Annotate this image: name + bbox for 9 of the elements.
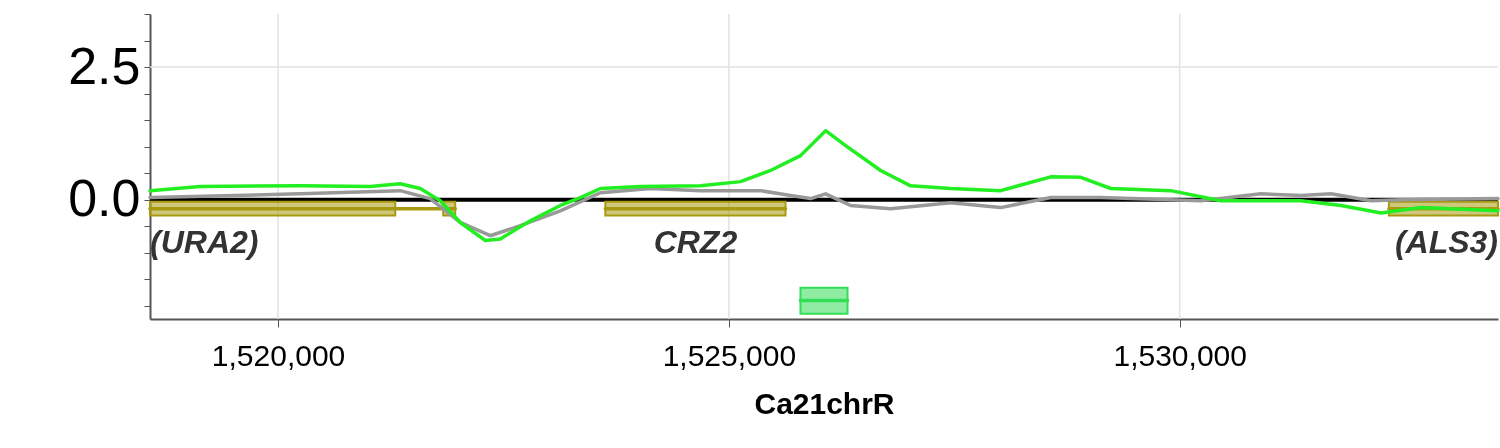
x-axis-title: Ca21chrR [754, 386, 895, 420]
y-tick-label: 2.5 [68, 36, 141, 95]
x-tick-label: 1,520,000 [211, 338, 346, 372]
series-label: (ALS3) [1394, 223, 1498, 260]
x-tick-label: 1,530,000 [1113, 338, 1247, 372]
y-tick-label: 0.0 [68, 169, 141, 228]
x-tick-label: 1,525,000 [662, 338, 797, 372]
series-label: CRZ2 [653, 223, 738, 260]
series-label: (URA2) [150, 223, 259, 260]
